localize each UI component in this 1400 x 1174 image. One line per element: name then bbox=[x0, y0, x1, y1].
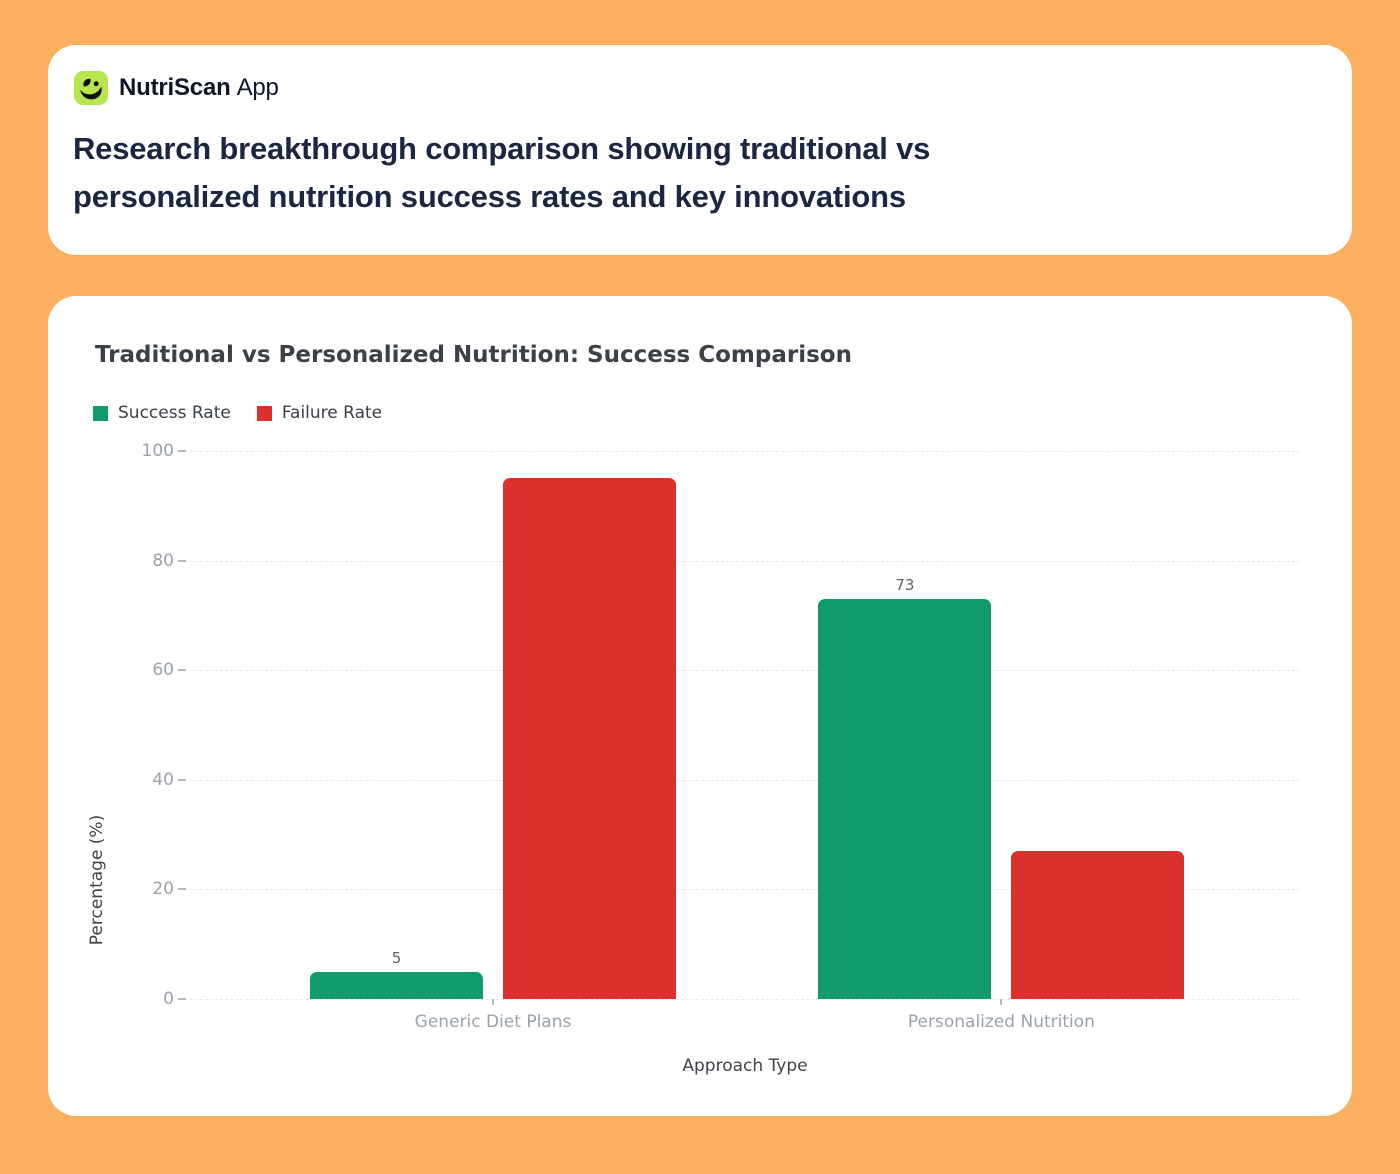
gridline-100 bbox=[190, 451, 1300, 452]
bar-failure-rate-personalized-nutrition bbox=[1011, 851, 1185, 999]
x-axis-title: Approach Type bbox=[682, 1056, 808, 1076]
y-axis-title: Percentage (%) bbox=[87, 814, 107, 946]
chart-card: Traditional vs Personalized Nutrition: S… bbox=[48, 296, 1352, 1116]
y-tick-mark bbox=[178, 559, 186, 562]
brand-suffix: App bbox=[236, 74, 279, 101]
y-tick-label-40: 40 bbox=[152, 769, 174, 790]
bar-value-label-personalized-nutrition: 73 bbox=[895, 575, 915, 594]
bar-value-label-generic-diet-plans: 5 bbox=[391, 948, 402, 967]
x-tick-mark-personalized-nutrition bbox=[1000, 999, 1003, 1005]
chart-title: Traditional vs Personalized Nutrition: S… bbox=[95, 342, 852, 368]
page-title-line2: personalized nutrition success rates and… bbox=[73, 179, 906, 214]
gridline-80 bbox=[190, 560, 1300, 562]
bar-success-rate-generic-diet-plans bbox=[310, 971, 484, 999]
y-tick-label-20: 20 bbox=[152, 879, 174, 900]
legend-label-failure: Failure Rate bbox=[281, 403, 383, 423]
legend-item-failure-rate[interactable]: Failure Rate bbox=[256, 403, 383, 423]
legend-label-success: Success Rate bbox=[118, 403, 231, 423]
gridline-60 bbox=[190, 670, 1300, 672]
y-tick-mark bbox=[178, 778, 186, 781]
chart-legend: Success Rate Failure Rate bbox=[93, 403, 382, 423]
nutriscan-logo-icon bbox=[74, 71, 108, 105]
y-tick-label-100: 100 bbox=[141, 441, 174, 461]
brand-text: NutriScan App bbox=[119, 74, 279, 102]
y-tick-label-0: 0 bbox=[163, 989, 174, 1009]
bar-failure-rate-generic-diet-plans bbox=[503, 478, 677, 999]
y-tick-label-80: 80 bbox=[152, 550, 174, 571]
brand: NutriScan App bbox=[74, 71, 279, 105]
brand-name: NutriScan bbox=[119, 74, 231, 101]
gridline-20 bbox=[190, 889, 1300, 891]
legend-swatch-failure bbox=[256, 405, 272, 421]
header-card: NutriScan App Research breakthrough compa… bbox=[48, 45, 1352, 255]
y-tick-mark bbox=[178, 998, 186, 1000]
plot-area: 0 20 40 60 80 100 5 Generic Diet Plans 73 Persona… bbox=[142, 441, 1300, 1032]
bar-success-rate-personalized-nutrition bbox=[818, 598, 992, 999]
x-tick-label-generic-diet-plans: Generic Diet Plans bbox=[414, 1012, 572, 1032]
y-tick-mark bbox=[178, 888, 186, 891]
y-tick-mark bbox=[178, 450, 186, 452]
legend-item-success-rate[interactable]: Success Rate bbox=[93, 403, 231, 423]
x-tick-label-personalized-nutrition: Personalized Nutrition bbox=[907, 1012, 1095, 1032]
gridline-0 bbox=[190, 999, 1300, 1000]
page-title: Research breakthrough comparison showing… bbox=[73, 125, 1273, 221]
legend-swatch-success bbox=[93, 405, 108, 421]
page-title-line1: Research breakthrough comparison showing… bbox=[73, 131, 931, 166]
gridline-40 bbox=[190, 779, 1300, 781]
x-tick-mark-generic-diet-plans bbox=[492, 999, 495, 1005]
y-tick-label-60: 60 bbox=[152, 660, 174, 681]
y-tick-mark bbox=[178, 669, 186, 672]
